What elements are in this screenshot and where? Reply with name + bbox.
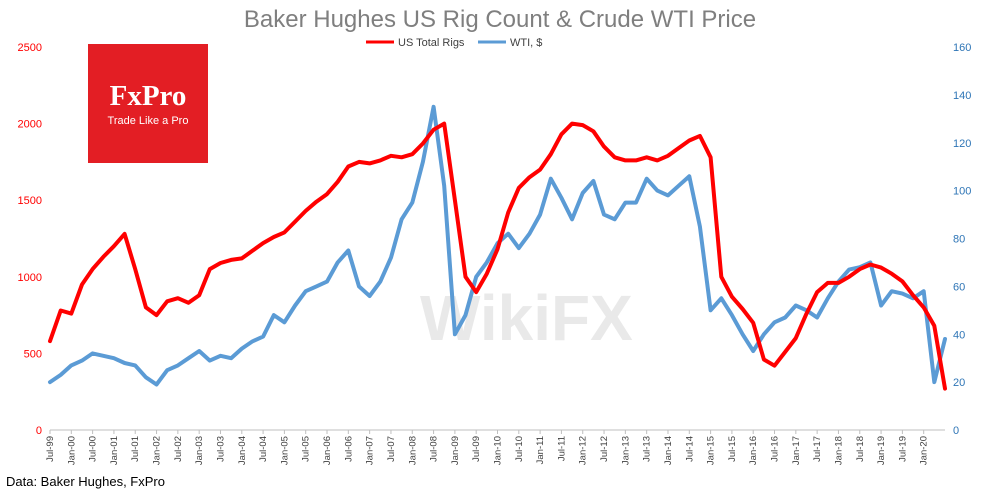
x-tick-label: Jan-16 <box>748 436 759 465</box>
x-tick-label: Jul-11 <box>556 436 567 461</box>
x-tick-label: Jan-08 <box>407 436 418 465</box>
x-tick-label: Jul-06 <box>343 436 354 462</box>
x-tick-label: Jan-07 <box>365 436 376 465</box>
x-tick-label: Jul-00 <box>88 436 99 462</box>
x-tick-label: Jan-01 <box>109 436 120 465</box>
x-tick-label: Jul-14 <box>684 436 695 462</box>
y-left-tick-label: 2500 <box>18 42 42 54</box>
x-tick-label: Jul-02 <box>173 436 184 462</box>
x-tick-label: Jan-12 <box>578 436 589 465</box>
series-group <box>48 104 947 391</box>
x-tick-label: Jan-18 <box>833 436 844 465</box>
y-right-tick-label: 0 <box>953 425 959 437</box>
source-note: Data: Baker Hughes, FxPro <box>6 474 165 489</box>
x-tick-label: Jul-09 <box>471 436 482 462</box>
y-right-tick-label: 80 <box>953 234 965 246</box>
x-tick-label: Jan-02 <box>152 436 163 465</box>
y-right-tick-label: 40 <box>953 329 965 341</box>
x-tick-label: Jul-10 <box>514 436 525 462</box>
y-right-tick-label: 60 <box>953 281 965 293</box>
y-right-tick-label: 20 <box>953 377 965 389</box>
x-tick-label: Jan-06 <box>322 436 333 465</box>
x-tick-label: Jul-19 <box>897 436 908 462</box>
logo-tagline: Trade Like a Pro <box>107 115 189 127</box>
y-left-tick-label: 500 <box>24 348 42 360</box>
x-tick-label: Jan-05 <box>279 436 290 465</box>
x-tick-label: Jul-08 <box>429 436 440 462</box>
x-tick-label: Jan-20 <box>919 436 930 465</box>
legend-label-rigs: US Total Rigs <box>398 37 465 49</box>
y-left-tick-label: 2000 <box>18 119 42 131</box>
x-tick-label: Jul-12 <box>599 436 610 462</box>
legend-label-wti: WTI, $ <box>510 37 542 49</box>
y-right-tick-label: 120 <box>953 138 971 150</box>
y-left-tick-label: 1500 <box>18 195 42 207</box>
x-tick-label: Jan-19 <box>876 436 887 465</box>
x-tick-label: Jul-01 <box>130 436 141 462</box>
x-tick-label: Jan-04 <box>237 436 248 465</box>
x-tick-label: Jan-17 <box>791 436 802 465</box>
x-tick-label: Jan-14 <box>663 436 674 465</box>
axes: 0 500 1000 1500 2000 2500 0 20 40 60 80 100 120 140 16… <box>18 42 972 465</box>
x-tick-label: Jan-11 <box>535 436 546 464</box>
x-tick-label: Jul-16 <box>770 436 781 462</box>
y-right-tick-label: 100 <box>953 186 971 198</box>
x-tick-label: Jul-17 <box>812 436 823 462</box>
y-right-tick-label: 140 <box>953 90 971 102</box>
x-tick-label: Jul-99 <box>45 436 56 462</box>
x-tick-label: Jan-10 <box>493 436 504 465</box>
x-tick-label: Jul-13 <box>642 436 653 462</box>
x-tick-label: Jan-03 <box>194 436 205 465</box>
x-tick-label: Jul-15 <box>727 436 738 462</box>
x-tick-label: Jan-09 <box>450 436 461 465</box>
x-tick-label: Jul-05 <box>301 436 312 462</box>
y-left-tick-label: 1000 <box>18 272 42 284</box>
x-tick-label: Jul-18 <box>855 436 866 462</box>
y-left-tick-label: 0 <box>36 425 42 437</box>
x-tick-label: Jan-00 <box>66 436 77 465</box>
chart-title: Baker Hughes US Rig Count & Crude WTI Pr… <box>244 6 756 33</box>
logo-name: FxPro <box>109 80 187 112</box>
x-tick-label: Jul-04 <box>258 436 269 462</box>
x-tick-label: Jul-03 <box>215 436 226 462</box>
x-tick-label: Jan-15 <box>706 436 717 465</box>
fxpro-logo: FxPro Trade Like a Pro <box>88 44 208 163</box>
x-tick-label: Jan-13 <box>620 436 631 465</box>
x-tick-label: Jul-07 <box>386 436 397 462</box>
legend: US Total Rigs WTI, $ <box>366 37 542 49</box>
y-right-tick-label: 160 <box>953 42 971 54</box>
